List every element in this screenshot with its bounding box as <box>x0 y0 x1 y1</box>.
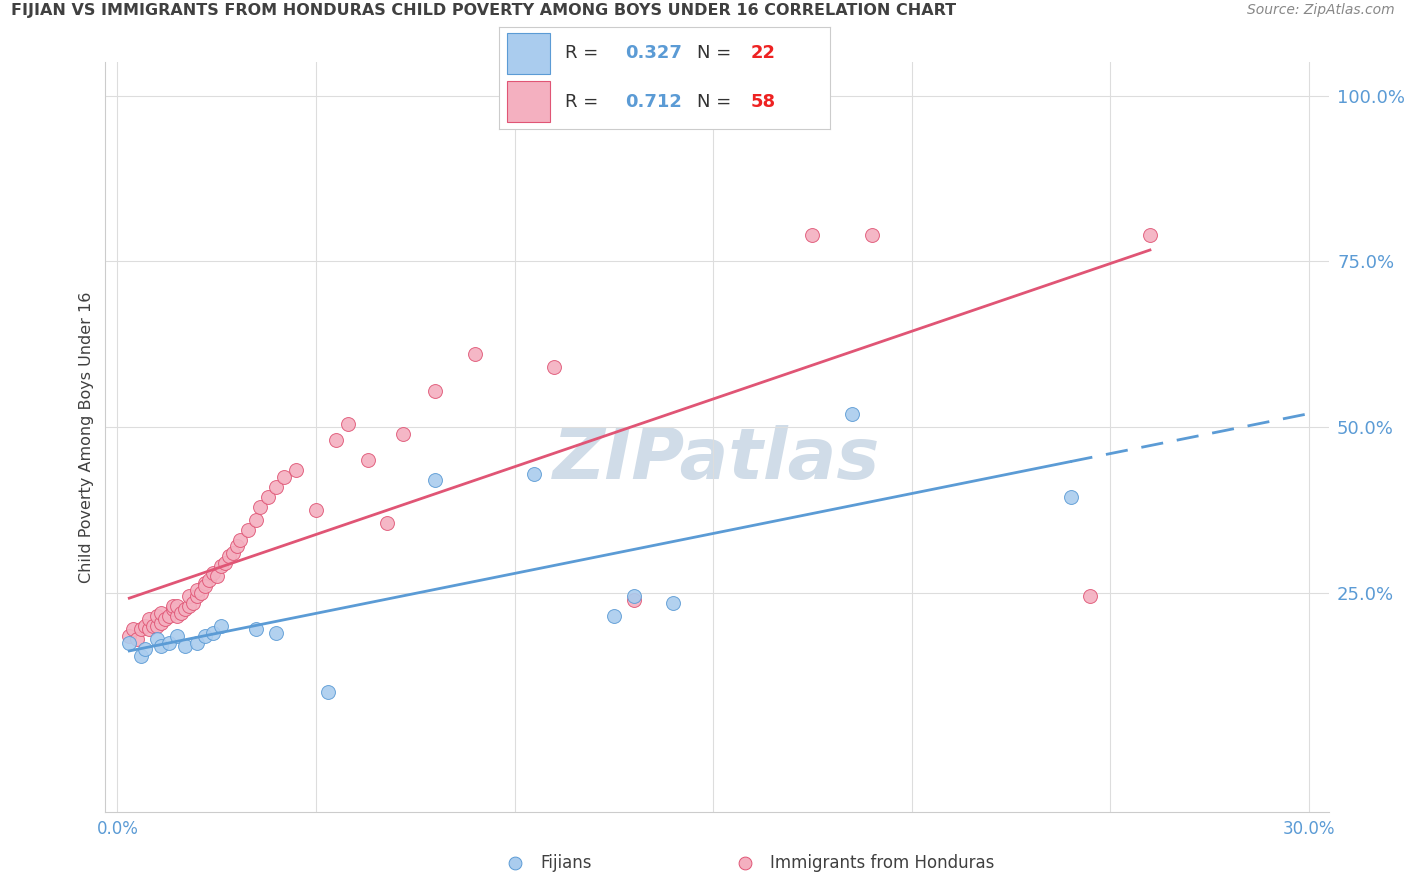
Point <box>177 599 200 614</box>
Point <box>162 599 184 614</box>
Point <box>150 606 173 620</box>
Point <box>543 360 565 375</box>
Point <box>166 609 188 624</box>
Point <box>623 589 645 603</box>
Text: N =: N = <box>697 93 737 111</box>
Point <box>623 592 645 607</box>
Point <box>118 629 141 643</box>
Point <box>127 632 149 647</box>
Point <box>305 503 328 517</box>
Point <box>1059 490 1081 504</box>
Point <box>173 639 195 653</box>
Point <box>245 513 267 527</box>
Text: Source: ZipAtlas.com: Source: ZipAtlas.com <box>1247 3 1395 17</box>
Point <box>316 685 339 699</box>
Point <box>1139 227 1161 242</box>
Text: R =: R = <box>565 93 605 111</box>
Point <box>257 490 280 504</box>
Point <box>218 549 240 564</box>
Point <box>194 629 217 643</box>
Point <box>336 417 359 431</box>
Point <box>150 615 173 630</box>
Point <box>377 516 399 531</box>
Y-axis label: Child Poverty Among Boys Under 16: Child Poverty Among Boys Under 16 <box>79 292 94 582</box>
Point <box>186 589 208 603</box>
Point <box>173 602 195 616</box>
Text: Immigrants from Honduras: Immigrants from Honduras <box>770 854 995 872</box>
Point <box>245 623 267 637</box>
Point <box>238 523 260 537</box>
Point <box>190 586 212 600</box>
Point <box>134 642 156 657</box>
Point <box>142 619 165 633</box>
Point <box>734 856 756 871</box>
Point <box>153 612 176 626</box>
Point <box>801 227 824 242</box>
Point <box>201 566 224 580</box>
Point <box>122 623 145 637</box>
Point <box>523 467 546 481</box>
Point <box>209 619 232 633</box>
Text: FIJIAN VS IMMIGRANTS FROM HONDURAS CHILD POVERTY AMONG BOYS UNDER 16 CORRELATION: FIJIAN VS IMMIGRANTS FROM HONDURAS CHILD… <box>11 3 956 18</box>
Point <box>138 623 160 637</box>
Text: ZIPatlas: ZIPatlas <box>554 425 880 494</box>
Point <box>423 384 446 398</box>
Point <box>356 453 378 467</box>
Text: R =: R = <box>565 45 605 62</box>
Point <box>166 599 188 614</box>
Point <box>325 434 347 448</box>
Point <box>392 426 415 441</box>
Point <box>157 635 180 649</box>
Point <box>214 556 236 570</box>
Text: 0.712: 0.712 <box>624 93 682 111</box>
Point <box>229 533 252 547</box>
Point <box>186 635 208 649</box>
Point <box>129 623 152 637</box>
Bar <box>508 33 550 74</box>
Point <box>146 632 169 647</box>
Point <box>166 629 188 643</box>
Point <box>662 596 685 610</box>
Point <box>225 540 247 554</box>
Text: 22: 22 <box>751 45 775 62</box>
Point <box>423 473 446 487</box>
Text: N =: N = <box>697 45 737 62</box>
Point <box>118 635 141 649</box>
Point <box>181 596 204 610</box>
Point <box>134 619 156 633</box>
Point <box>157 609 180 624</box>
Point <box>170 606 193 620</box>
Point <box>186 582 208 597</box>
Point <box>221 546 243 560</box>
Bar <box>508 81 550 122</box>
Point <box>285 463 308 477</box>
Point <box>201 625 224 640</box>
Point <box>129 648 152 663</box>
Text: 0.327: 0.327 <box>624 45 682 62</box>
Point <box>503 856 526 871</box>
Point <box>209 559 232 574</box>
Point <box>138 612 160 626</box>
Point <box>249 500 271 514</box>
Point <box>194 579 217 593</box>
Point <box>197 573 219 587</box>
Point <box>194 576 217 591</box>
Point <box>841 407 863 421</box>
Point <box>1080 589 1102 603</box>
Point <box>273 470 295 484</box>
Point <box>146 619 169 633</box>
Text: Fijians: Fijians <box>540 854 592 872</box>
Point <box>150 639 173 653</box>
Point <box>162 602 184 616</box>
Point <box>264 625 287 640</box>
Point <box>177 589 200 603</box>
Point <box>205 569 228 583</box>
Point <box>146 609 169 624</box>
Point <box>603 609 626 624</box>
Point <box>264 480 287 494</box>
Point <box>464 347 486 361</box>
Point <box>860 227 883 242</box>
Text: 58: 58 <box>751 93 775 111</box>
